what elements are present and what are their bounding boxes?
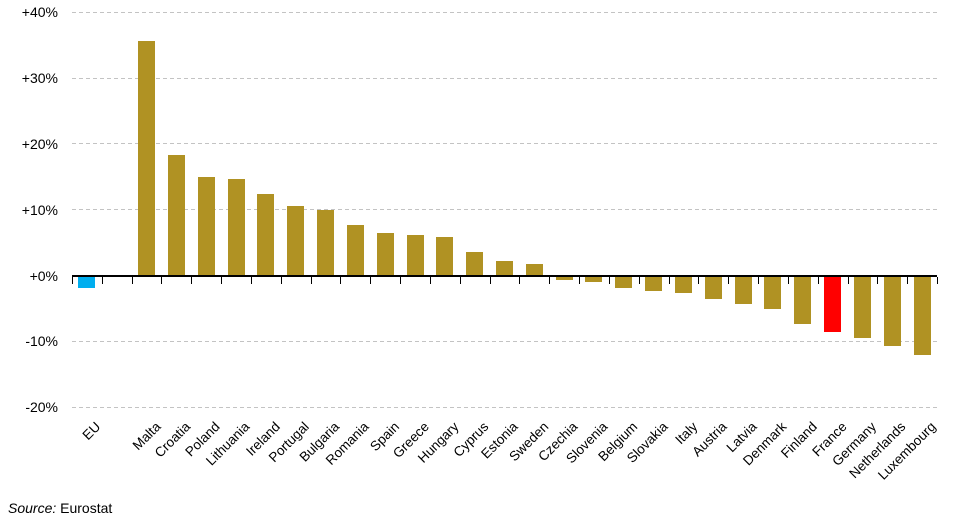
gridline: [72, 77, 937, 79]
x-axis-category-label: EU: [79, 419, 104, 443]
bar-denmark: [764, 276, 782, 309]
gridline: [72, 143, 937, 145]
gridline: [72, 11, 937, 13]
x-axis-tick: [549, 276, 551, 284]
bar-france: [824, 276, 842, 333]
x-axis-tick: [101, 276, 103, 284]
bar-malta: [138, 41, 156, 276]
x-axis-tick: [579, 276, 581, 284]
y-axis-tick-label: +30%: [21, 70, 58, 87]
bar-austria: [704, 276, 722, 299]
y-axis-tick-label: +40%: [21, 4, 58, 21]
x-axis-tick: [787, 276, 789, 284]
x-axis-tick: [191, 276, 193, 284]
x-axis-tick: [638, 276, 640, 284]
x-axis-tick: [937, 276, 938, 284]
x-axis-tick: [608, 276, 610, 284]
bar-netherlands: [883, 276, 901, 346]
bar-greece: [406, 234, 424, 276]
x-axis-tick: [280, 276, 282, 284]
gridline: [72, 406, 937, 408]
x-axis-tick: [250, 276, 252, 284]
gridline: [72, 209, 937, 211]
x-axis-tick: [221, 276, 223, 284]
bar-portugal: [287, 205, 305, 276]
x-axis-tick: [370, 276, 372, 284]
x-axis-tick: [698, 276, 700, 284]
x-axis-tick: [519, 276, 521, 284]
x-axis-tick: [489, 276, 491, 284]
gridline: [72, 340, 937, 342]
bar-ireland: [257, 193, 275, 276]
x-axis-tick: [340, 276, 342, 284]
bar-eu: [78, 276, 96, 289]
y-axis-tick-label: +10%: [21, 201, 58, 218]
bar-cyprus: [466, 252, 484, 276]
bar-hungary: [436, 236, 454, 276]
y-axis-tick-label: +0%: [29, 267, 58, 284]
x-axis-tick: [847, 276, 849, 284]
bar-germany: [853, 276, 871, 339]
bar-bulgaria: [317, 209, 335, 276]
x-axis-tick: [668, 276, 670, 284]
bar-romania: [346, 224, 364, 276]
x-axis-tick: [400, 276, 402, 284]
bar-slovenia: [585, 276, 603, 282]
x-axis-tick: [161, 276, 163, 284]
x-axis-tick: [131, 276, 133, 284]
bar-italy: [674, 276, 692, 293]
bar-latvia: [734, 276, 752, 305]
x-axis-tick: [728, 276, 730, 284]
x-axis-tick: [459, 276, 461, 284]
y-axis-tick-label: +20%: [21, 135, 58, 152]
bar-sweden: [525, 263, 543, 276]
y-axis-tick-label: -20%: [25, 399, 58, 416]
bar-slovakia: [645, 276, 663, 291]
source-text: Eurostat: [56, 500, 113, 516]
x-axis-tick: [907, 276, 909, 284]
bar-spain: [376, 233, 394, 276]
x-axis-tick: [310, 276, 312, 284]
bar-croatia: [167, 155, 185, 276]
x-axis-line: [72, 274, 937, 277]
bar-luxembourg: [913, 276, 931, 355]
x-axis-tick: [758, 276, 760, 284]
source-note: Source: Eurostat: [8, 500, 112, 516]
bar-estonia: [496, 261, 513, 276]
x-axis-tick: [817, 276, 819, 284]
bar-finland: [794, 276, 812, 324]
y-axis-tick-label: -10%: [25, 333, 58, 350]
bar-czechia: [555, 276, 573, 280]
bar-belgium: [615, 276, 633, 289]
x-axis-tick: [429, 276, 431, 284]
x-axis-tick: [877, 276, 879, 284]
bar-poland: [197, 176, 215, 276]
source-label: Source:: [8, 500, 57, 516]
bar-lithuania: [227, 179, 245, 276]
x-axis-tick: [72, 276, 73, 284]
